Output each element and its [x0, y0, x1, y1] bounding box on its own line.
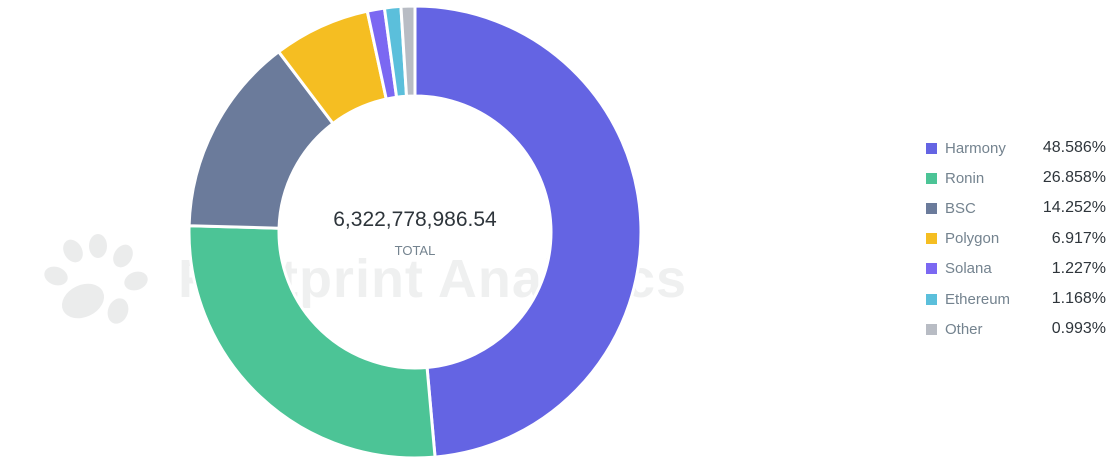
legend-label: Harmony [945, 139, 1006, 157]
donut-slice-harmony[interactable] [413, 4, 643, 459]
legend-item-solana[interactable]: Solana 1.227% [926, 254, 1106, 284]
legend-label: Other [945, 320, 983, 338]
legend-label: BSC [945, 199, 976, 217]
legend-value: 0.993% [1051, 320, 1106, 338]
legend-swatch [926, 142, 937, 154]
legend-swatch [926, 172, 937, 184]
legend-swatch [926, 263, 937, 275]
legend-swatch [926, 202, 937, 214]
chart-legend: Harmony 48.586% Ronin 26.858% BSC 14.252% Poly… [926, 133, 1106, 344]
legend-value: 26.858% [1042, 169, 1106, 187]
donut-slice-other[interactable] [399, 4, 417, 98]
legend-value: 14.252% [1042, 199, 1106, 217]
legend-value: 1.168% [1051, 290, 1106, 308]
legend-label: Ronin [945, 169, 985, 187]
legend-value: 1.227% [1051, 259, 1106, 277]
legend-swatch [926, 293, 937, 305]
legend-label: Ethereum [945, 290, 1011, 308]
legend-item-harmony[interactable]: Harmony 48.586% [926, 133, 1106, 163]
legend-item-other[interactable]: Other 0.993% [926, 314, 1106, 344]
center-total-value: 6,322,778,986.54 [333, 208, 497, 231]
center-total-label: TOTAL [395, 243, 436, 258]
legend-item-bsc[interactable]: BSC 14.252% [926, 193, 1106, 223]
legend-value: 48.586% [1042, 139, 1106, 157]
legend-label: Solana [945, 260, 992, 278]
donut-slice-ronin[interactable] [187, 224, 437, 460]
legend-item-ronin[interactable]: Ronin 26.858% [926, 163, 1106, 193]
legend-swatch [926, 323, 937, 335]
legend-item-polygon[interactable]: Polygon 6.917% [926, 224, 1106, 254]
legend-label: Polygon [945, 230, 1000, 248]
legend-value: 6.917% [1051, 229, 1106, 247]
legend-swatch [926, 233, 937, 245]
legend-item-ethereum[interactable]: Ethereum 1.168% [926, 284, 1106, 314]
